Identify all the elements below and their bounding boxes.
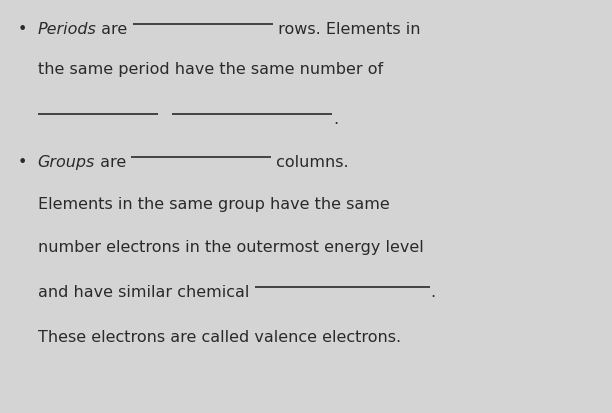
Text: the same period have the same number of: the same period have the same number of (38, 62, 383, 77)
Text: and have similar chemical: and have similar chemical (38, 284, 255, 299)
Text: Groups: Groups (37, 154, 95, 170)
Text: Elements in the same group have the same: Elements in the same group have the same (38, 197, 390, 211)
Text: .: . (430, 284, 436, 299)
Text: Periods: Periods (37, 22, 97, 37)
Text: These electrons are called valence electrons.: These electrons are called valence elect… (38, 329, 401, 344)
Text: •: • (18, 154, 37, 170)
Text: columns.: columns. (271, 154, 349, 170)
Text: •: • (18, 22, 37, 37)
Text: .: . (333, 112, 338, 127)
Text: rows. Elements in: rows. Elements in (273, 22, 420, 37)
Text: are: are (97, 22, 133, 37)
Text: are: are (95, 154, 132, 170)
Text: number electrons in the outermost energy level: number electrons in the outermost energy… (38, 240, 424, 254)
